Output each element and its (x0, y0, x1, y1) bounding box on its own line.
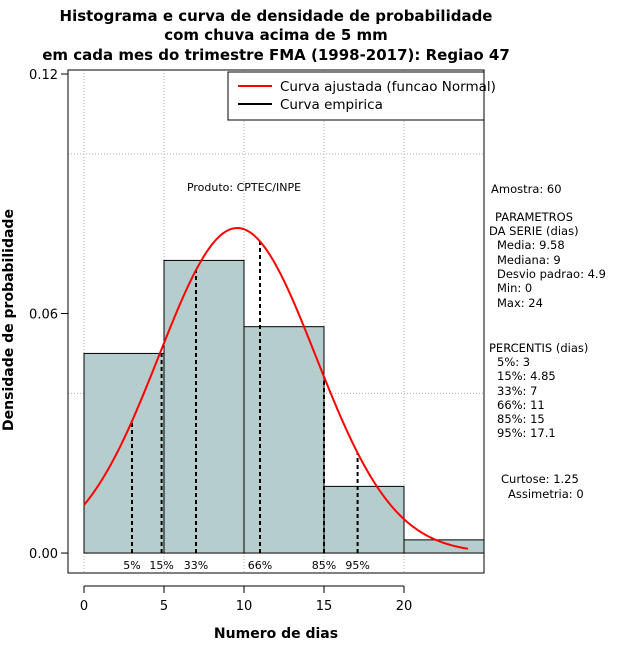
percentile-label: 66% (248, 559, 272, 572)
normal-curve-path (83, 227, 469, 550)
percentil-33: 33%: 7 (497, 384, 537, 398)
stats-panel: Amostra: 60 PARAMETROS DA SERIE (dias) M… (489, 182, 606, 501)
chart-title-line-3: em cada mes do trimestre FMA (1998-2017)… (42, 46, 510, 64)
x-axis-title: Numero de dias (214, 626, 338, 642)
histogram-bars (83, 259, 485, 554)
y-tick-label: 0.00 (29, 547, 58, 562)
percentis-heading: PERCENTIS (dias) (489, 341, 588, 355)
params-heading-1: PARAMETROS (495, 210, 573, 224)
param-min: Min: 0 (497, 281, 532, 295)
legend-label-empirica: Curva empirica (280, 97, 383, 113)
chart-title-line-1: Histograma e curva de densidade de proba… (60, 7, 493, 25)
percentile-label: 95% (345, 559, 369, 572)
histogram-bar (243, 326, 325, 554)
percentile-label: 15% (149, 559, 173, 572)
y-axis-title: Densidade de probabilidade (1, 209, 17, 431)
histogram-bar (163, 259, 245, 554)
stat-curtose: Curtose: 1.25 (501, 472, 579, 486)
legend-label-normal: Curva ajustada (funcao Normal) (280, 79, 496, 95)
chart-title-line-2: com chuva acima de 5 mm (164, 26, 388, 44)
y-tick-label: 0.12 (29, 68, 58, 83)
histogram-bar (323, 485, 405, 554)
y-tick-label: 0.06 (29, 308, 58, 323)
histogram-bar (83, 352, 165, 554)
param-media: Media: 9.58 (497, 238, 565, 252)
percentile-label: 33% (184, 559, 208, 572)
x-tick-label: 10 (236, 599, 253, 614)
legend-box (227, 71, 485, 121)
product-label: Produto: CPTEC/INPE (187, 181, 301, 194)
percentile-label: 85% (312, 559, 336, 572)
param-mediana: Mediana: 9 (497, 253, 561, 267)
percentile-lines: 5% 15% 33% 66% 85% 95% (123, 241, 370, 572)
x-tick-label: 20 (396, 599, 413, 614)
percentil-85: 85%: 15 (497, 412, 545, 426)
percentil-66: 66%: 11 (497, 398, 545, 412)
params-heading-2: DA SERIE (dias) (489, 224, 579, 238)
param-desvio: Desvio padrao: 4.9 (497, 267, 606, 281)
x-tick-label: 5 (160, 599, 168, 614)
percentil-95: 95%: 17.1 (497, 426, 556, 440)
x-tick-label: 15 (316, 599, 333, 614)
axes: 0 5 10 15 20 0.00 0.06 0.12 (29, 68, 412, 614)
legend: Curva ajustada (funcao Normal) Curva emp… (227, 71, 496, 121)
param-max: Max: 24 (497, 296, 543, 310)
plot-box (67, 69, 485, 574)
normal-curve (83, 227, 469, 550)
x-tick-label: 0 (80, 599, 88, 614)
histogram-bar (403, 539, 485, 554)
percentil-15: 15%: 4.85 (497, 369, 556, 383)
percentile-label: 5% (123, 559, 140, 572)
stat-assimetria: Assimetria: 0 (508, 487, 584, 501)
percentil-5: 5%: 3 (497, 355, 530, 369)
stat-sample: Amostra: 60 (491, 182, 562, 196)
